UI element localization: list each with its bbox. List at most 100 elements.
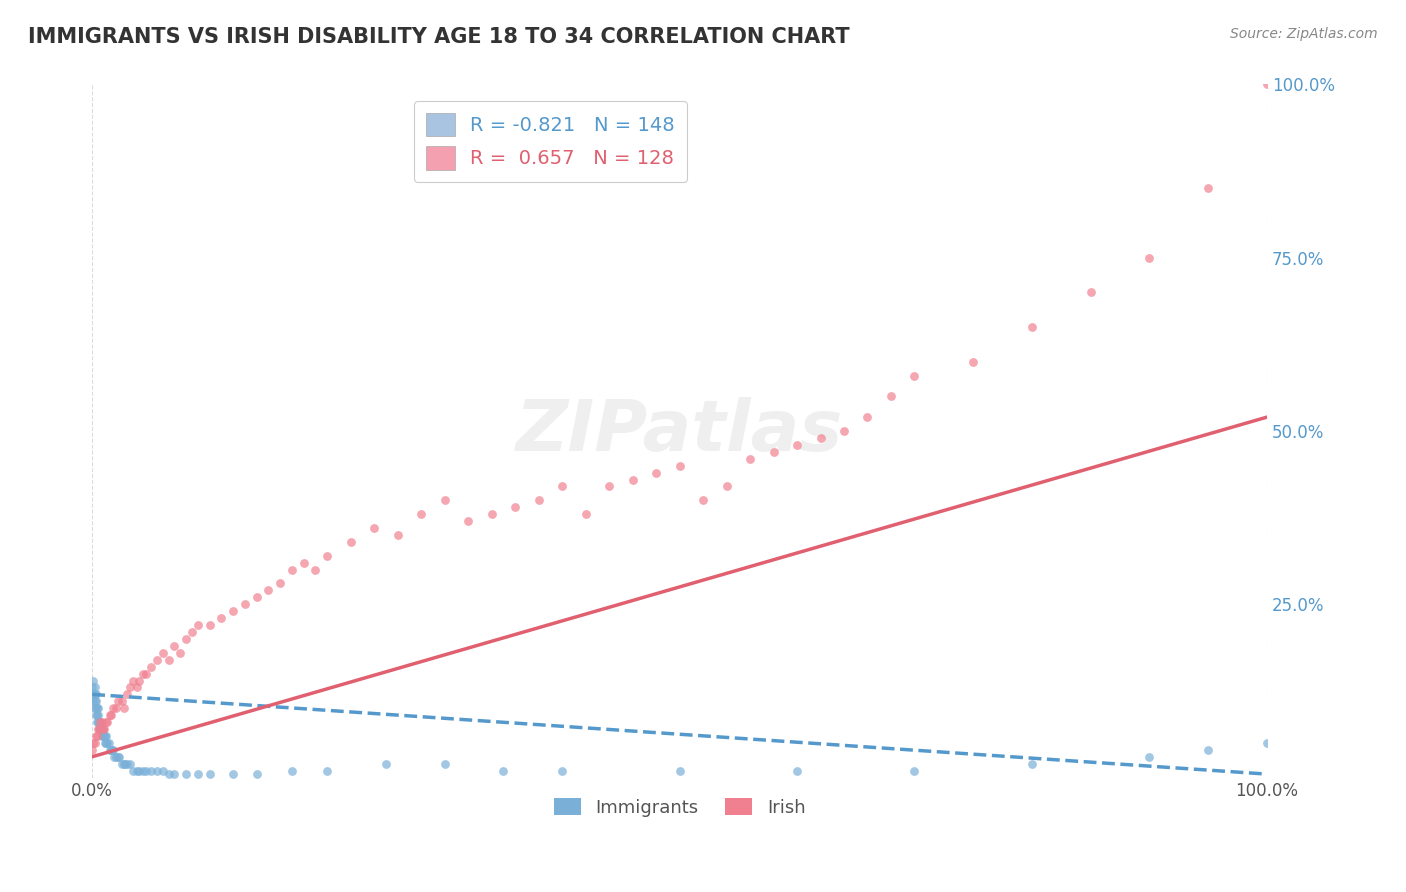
Point [363, 521, 385, 535]
Point [83, 681, 105, 695]
Point [1080, 285, 1102, 300]
Point [101, 743, 124, 757]
Point [135, 666, 157, 681]
Point [93, 722, 115, 736]
Text: ZIPatlas: ZIPatlas [516, 397, 844, 466]
Point [107, 694, 129, 708]
Point [125, 764, 148, 778]
Point [1021, 320, 1043, 334]
Point [84, 694, 107, 708]
Point [82, 743, 104, 757]
Point [108, 749, 131, 764]
Point [157, 767, 180, 781]
Point [83, 687, 105, 701]
Point [222, 767, 245, 781]
Point [94, 736, 117, 750]
Point [84, 701, 107, 715]
Point [96, 736, 118, 750]
Point [292, 556, 315, 570]
Point [738, 451, 761, 466]
Point [90, 729, 112, 743]
Point [645, 466, 668, 480]
Point [89, 715, 111, 730]
Point [82, 694, 104, 708]
Point [122, 673, 145, 688]
Point [96, 715, 118, 730]
Point [163, 639, 186, 653]
Point [98, 708, 121, 723]
Point [110, 756, 132, 771]
Point [152, 646, 174, 660]
Point [786, 764, 808, 778]
Point [492, 764, 515, 778]
Point [527, 493, 550, 508]
Point [86, 729, 108, 743]
Point [98, 743, 121, 757]
Point [169, 646, 191, 660]
Point [128, 673, 150, 688]
Point [316, 764, 339, 778]
Point [83, 736, 105, 750]
Point [903, 764, 925, 778]
Point [198, 767, 221, 781]
Point [100, 708, 122, 723]
Point [433, 493, 456, 508]
Point [716, 479, 738, 493]
Point [233, 597, 256, 611]
Point [86, 715, 108, 730]
Point [82, 673, 104, 688]
Point [692, 493, 714, 508]
Legend: Immigrants, Irish: Immigrants, Irish [547, 791, 813, 824]
Point [82, 736, 104, 750]
Point [856, 410, 879, 425]
Point [1256, 78, 1278, 92]
Point [104, 749, 127, 764]
Point [174, 767, 197, 781]
Point [316, 549, 339, 563]
Point [339, 535, 361, 549]
Point [903, 368, 925, 383]
Point [668, 458, 690, 473]
Point [91, 722, 114, 736]
Point [146, 653, 169, 667]
Point [103, 743, 125, 757]
Point [457, 514, 479, 528]
Point [163, 767, 186, 781]
Point [304, 563, 326, 577]
Point [598, 479, 620, 493]
Point [157, 653, 180, 667]
Point [786, 438, 808, 452]
Point [122, 764, 145, 778]
Point [387, 528, 409, 542]
Point [762, 444, 785, 458]
Point [84, 708, 107, 723]
Point [246, 767, 269, 781]
Point [269, 576, 291, 591]
Text: IMMIGRANTS VS IRISH DISABILITY AGE 18 TO 34 CORRELATION CHART: IMMIGRANTS VS IRISH DISABILITY AGE 18 TO… [28, 27, 849, 46]
Point [1197, 181, 1219, 195]
Point [107, 749, 129, 764]
Point [222, 604, 245, 618]
Point [131, 764, 153, 778]
Point [90, 715, 112, 730]
Point [89, 715, 111, 730]
Point [94, 729, 117, 743]
Point [125, 681, 148, 695]
Point [433, 756, 456, 771]
Point [83, 694, 105, 708]
Point [104, 701, 127, 715]
Point [551, 479, 574, 493]
Point [103, 749, 125, 764]
Point [117, 687, 139, 701]
Point [810, 431, 832, 445]
Point [117, 756, 139, 771]
Point [87, 715, 110, 730]
Point [668, 764, 690, 778]
Point [110, 694, 132, 708]
Point [551, 764, 574, 778]
Point [84, 729, 107, 743]
Point [128, 764, 150, 778]
Point [209, 611, 232, 625]
Point [174, 632, 197, 646]
Point [574, 507, 596, 521]
